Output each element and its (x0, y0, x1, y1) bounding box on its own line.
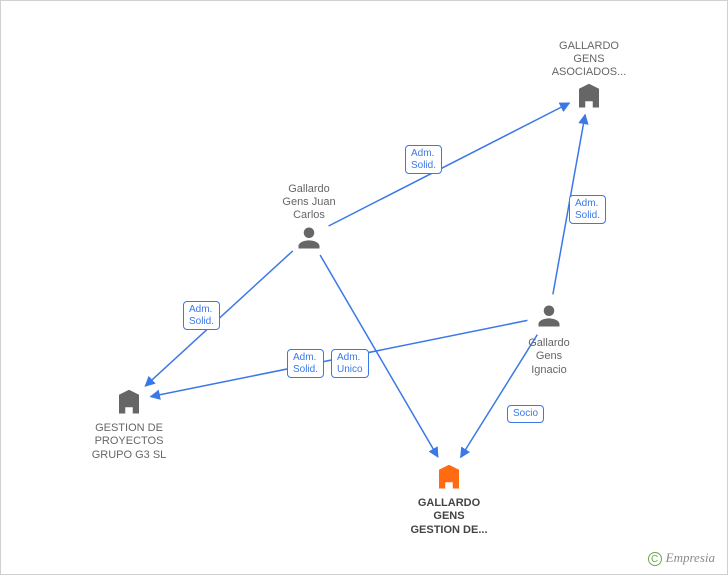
node-label-ignacio: Gallardo Gens Ignacio (499, 337, 599, 377)
company-icon (79, 386, 179, 420)
node-gallardo_gestion[interactable]: GALLARDO GENS GESTION DE... (399, 461, 499, 537)
node-gestion_g3[interactable]: GESTION DE PROYECTOS GRUPO G3 SL (79, 386, 179, 462)
edge-label-4: Adm. Unico (331, 349, 369, 378)
node-gallardo_asociados[interactable]: GALLARDO GENS ASOCIADOS... (539, 38, 639, 114)
attribution: C Empresia (648, 550, 715, 566)
person-icon (499, 301, 599, 335)
edge-label-0: Adm. Solid. (405, 145, 442, 174)
node-ignacio[interactable]: Gallardo Gens Ignacio (499, 301, 599, 377)
node-label-gallardo_gestion: GALLARDO GENS GESTION DE... (399, 497, 499, 537)
node-label-juan_carlos: Gallardo Gens Juan Carlos (259, 183, 359, 223)
node-label-gallardo_asociados: GALLARDO GENS ASOCIADOS... (539, 40, 639, 80)
edge-label-3: Adm. Solid. (287, 349, 324, 378)
company-icon (539, 80, 639, 114)
edge-label-5: Socio (507, 405, 544, 423)
company-icon (399, 461, 499, 495)
node-label-gestion_g3: GESTION DE PROYECTOS GRUPO G3 SL (79, 422, 179, 462)
edge-juan_carlos-gallardo_asociados (329, 103, 570, 226)
edge-label-2: Adm. Solid. (183, 301, 220, 330)
person-icon (259, 223, 359, 257)
copyright-icon: C (648, 552, 662, 566)
attribution-text: Empresia (666, 550, 715, 565)
node-juan_carlos[interactable]: Gallardo Gens Juan Carlos (259, 181, 359, 257)
edge-label-1: Adm. Solid. (569, 195, 606, 224)
